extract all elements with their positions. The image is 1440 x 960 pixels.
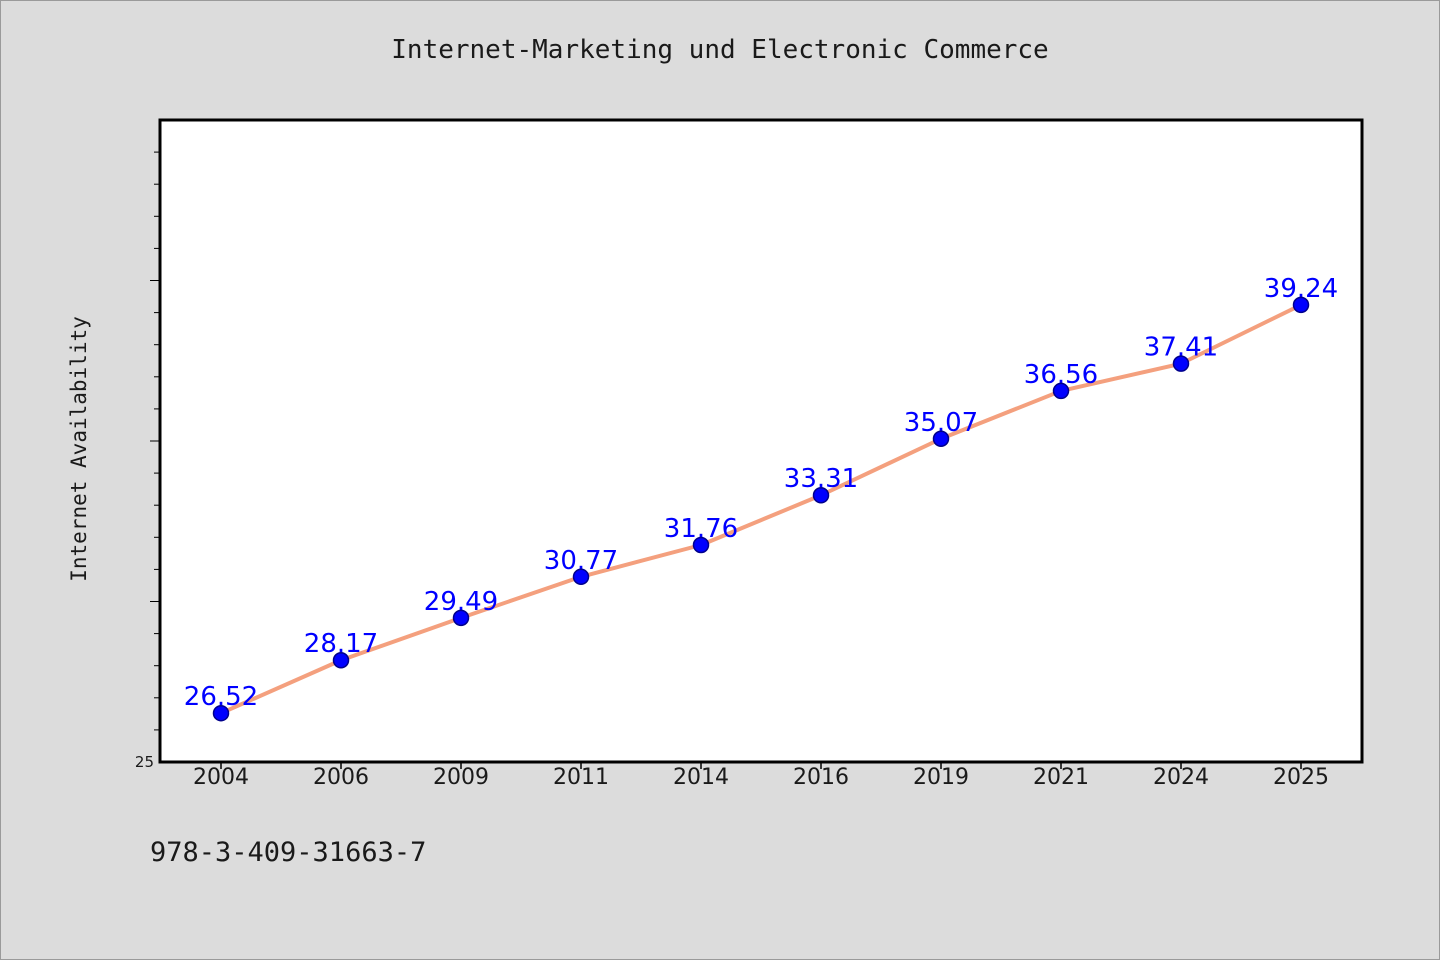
- y-tick-label: 25: [135, 753, 154, 771]
- x-tick-label: 2024: [1153, 765, 1209, 790]
- x-tick-label: 2014: [673, 765, 729, 790]
- data-point: [1052, 382, 1070, 400]
- x-tick-label: 2025: [1273, 765, 1329, 790]
- x-tick-label: 2006: [313, 765, 369, 790]
- x-tick-label: 2016: [793, 765, 849, 790]
- x-tick-label: 2021: [1033, 765, 1089, 790]
- data-point: [812, 486, 830, 504]
- data-point: [572, 568, 590, 586]
- x-tick-label: 2004: [193, 765, 249, 790]
- chart-title: Internet-Marketing und Electronic Commer…: [391, 35, 1049, 65]
- isbn-text: 978-3-409-31663-7: [150, 837, 427, 868]
- data-point: [692, 536, 710, 554]
- x-tick-label: 2009: [433, 765, 489, 790]
- x-tick-label: 2019: [913, 765, 969, 790]
- data-point: [1292, 296, 1310, 314]
- data-point: [332, 651, 350, 669]
- x-tick-label: 2011: [553, 765, 609, 790]
- data-point: [452, 609, 470, 627]
- data-point: [932, 430, 950, 448]
- data-point: [212, 704, 230, 722]
- series-line: [219, 302, 1303, 716]
- data-point: [1172, 355, 1190, 372]
